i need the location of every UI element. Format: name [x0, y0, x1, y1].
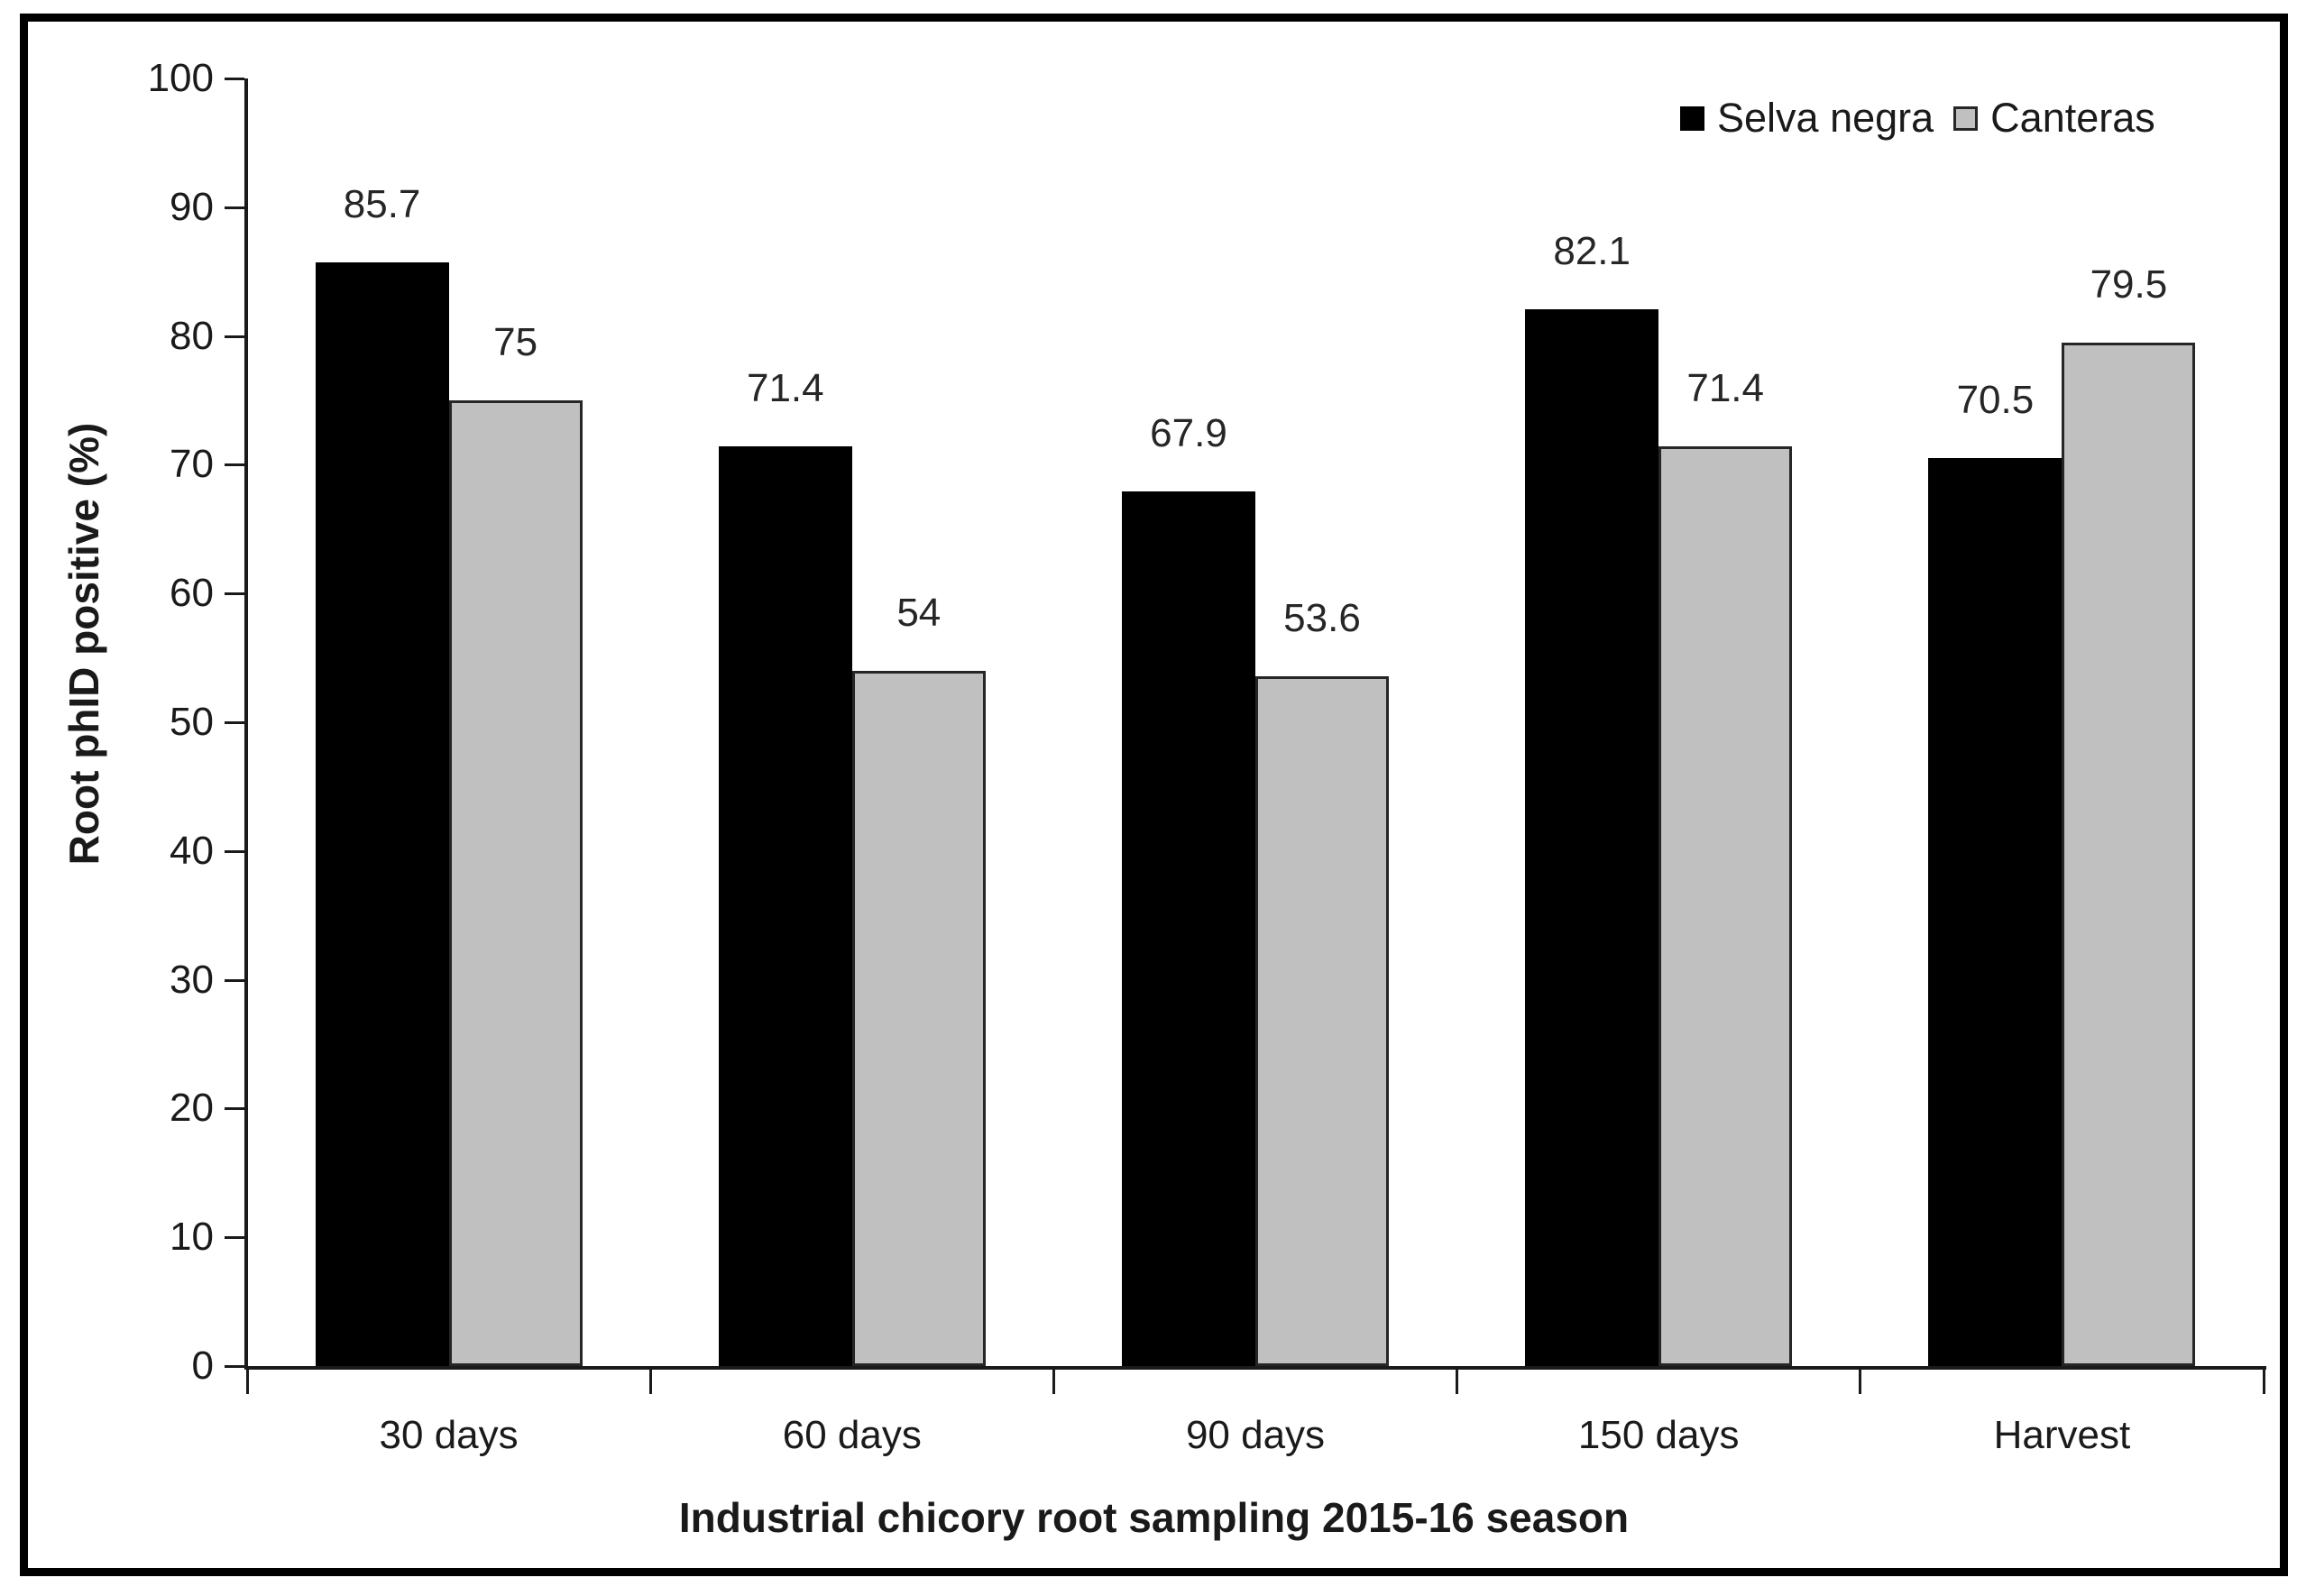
- bar-value-label: 79.5: [2090, 261, 2168, 307]
- plot-area: 100 90 80 70 60 50 40 30 20 10 0 30 days 85.7 75 60 da…: [28, 22, 2280, 1568]
- bar-value-label: 75: [493, 320, 538, 364]
- y-axis-tick: [225, 463, 244, 467]
- y-axis-tick-label: 90: [170, 184, 214, 229]
- legend: Selva negra Canteras: [1660, 95, 2155, 142]
- bar: [315, 262, 449, 1366]
- bar-value-label: 70.5: [1956, 378, 2035, 423]
- bar: [851, 670, 986, 1366]
- y-axis-tick-label: 100: [147, 56, 214, 100]
- y-axis-tick: [225, 592, 244, 596]
- x-category-label: 90 days: [1185, 1413, 1326, 1457]
- legend-item: Canteras: [1953, 95, 2155, 142]
- x-axis-tick: [2262, 1370, 2265, 1394]
- y-axis-tick: [225, 1236, 244, 1240]
- bar: [448, 400, 583, 1366]
- y-axis-tick: [225, 206, 244, 209]
- x-axis-tick: [1052, 1370, 1055, 1394]
- bar: [2062, 342, 2196, 1366]
- y-axis-tick-label: 70: [170, 442, 214, 487]
- bar-value-label: 53.6: [1283, 595, 1361, 640]
- y-axis-tick: [225, 78, 244, 80]
- bar-value-label: 71.4: [1686, 366, 1764, 411]
- y-axis-tick: [225, 1365, 244, 1368]
- bar: [1525, 308, 1659, 1366]
- y-axis-tick-label: 40: [170, 828, 214, 873]
- x-axis-tick: [648, 1370, 652, 1394]
- chart-frame: Selva negra Canteras Root phID positive (…: [20, 14, 2288, 1576]
- x-category-label: 30 days: [379, 1413, 519, 1457]
- y-axis-line: [244, 78, 248, 1370]
- y-axis-tick: [225, 721, 244, 724]
- x-axis-title: Industrial chicory root sampling 2015-16…: [678, 1494, 1630, 1541]
- bar-value-label: 54: [896, 590, 942, 635]
- bar: [1255, 675, 1389, 1366]
- bar: [1658, 446, 1793, 1366]
- legend-label: Selva negra: [1717, 95, 1934, 141]
- bar-value-label: 85.7: [343, 182, 421, 227]
- y-axis-tick: [225, 1107, 244, 1111]
- y-axis-tick-label: 50: [170, 700, 214, 744]
- x-category-label: Harvest: [1993, 1413, 2131, 1457]
- y-axis-tick-label: 0: [191, 1344, 214, 1388]
- legend-swatch-icon: [1680, 105, 1704, 131]
- legend-swatch-icon: [1953, 105, 1979, 131]
- legend-item: Selva negra: [1680, 95, 1934, 142]
- y-axis-tick: [225, 335, 244, 338]
- y-axis-tick-label: 80: [170, 313, 214, 358]
- y-axis-tick-label: 30: [170, 957, 214, 1002]
- x-axis-tick: [1859, 1370, 1862, 1394]
- x-axis-tick: [1456, 1370, 1459, 1394]
- bar: [1928, 458, 2063, 1366]
- y-axis-tick-label: 60: [170, 571, 214, 616]
- y-axis-tick: [225, 849, 244, 853]
- y-axis-tick-label: 20: [170, 1086, 214, 1131]
- y-axis-tick: [225, 978, 244, 982]
- legend-label: Canteras: [1990, 95, 2155, 141]
- bar-value-label: 82.1: [1553, 228, 1631, 273]
- x-category-label: 150 days: [1577, 1413, 1740, 1457]
- y-axis-tick-label: 10: [170, 1215, 214, 1260]
- x-axis-tick: [245, 1370, 249, 1394]
- x-category-label: 60 days: [782, 1413, 922, 1457]
- bar-value-label: 67.9: [1150, 411, 1227, 456]
- bar: [718, 446, 852, 1366]
- x-axis-line: [244, 1366, 2266, 1370]
- bar-value-label: 71.4: [746, 366, 824, 411]
- bar: [1122, 491, 1255, 1366]
